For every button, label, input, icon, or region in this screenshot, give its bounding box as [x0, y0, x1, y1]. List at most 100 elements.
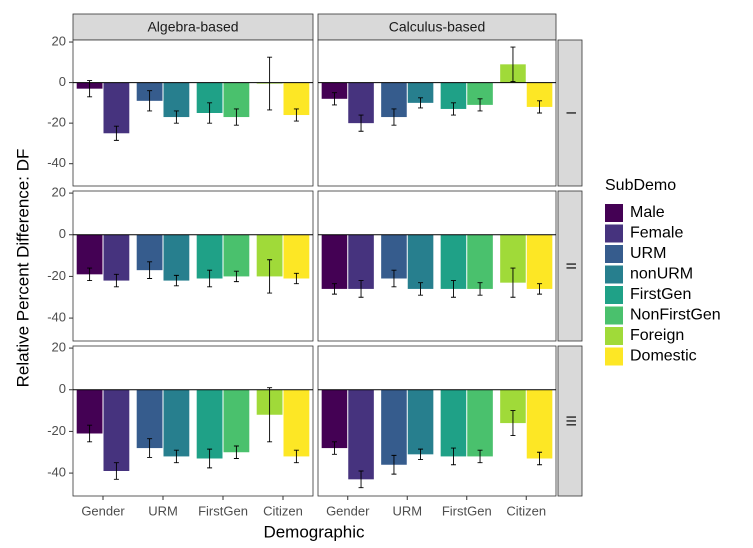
error-bar	[537, 451, 543, 466]
legend-label: Male	[630, 204, 665, 221]
bar	[526, 389, 553, 459]
bar	[407, 82, 434, 103]
error-bar	[147, 90, 153, 112]
legend-label: Foreign	[630, 327, 684, 344]
error-bar	[510, 46, 516, 83]
error-bar	[233, 270, 239, 283]
y-axis-label: Relative Percent Difference: DF	[13, 149, 32, 388]
error-bar	[293, 449, 299, 464]
legend-swatch	[605, 327, 623, 345]
x-tick-label: URM	[148, 503, 178, 518]
error-bar	[450, 102, 456, 116]
y-tick-label: 20	[52, 33, 66, 48]
x-tick-label: Citizen	[506, 503, 546, 518]
bar	[348, 234, 374, 289]
error-bar	[450, 280, 456, 298]
error-bar	[391, 269, 397, 288]
error-bar	[293, 272, 299, 285]
bar	[526, 234, 553, 289]
strip	[557, 39, 583, 187]
y-tick-label: 0	[59, 381, 66, 396]
strip	[317, 13, 557, 41]
bar	[321, 82, 348, 99]
error-bar	[418, 282, 424, 296]
strip-label: Algebra-based	[147, 19, 238, 35]
x-axis-label: Demographic	[263, 522, 365, 541]
bar	[223, 389, 250, 453]
error-bar	[358, 470, 364, 489]
bar	[283, 389, 310, 457]
error-bar	[113, 273, 119, 288]
error-bar	[537, 283, 543, 295]
error-bar	[477, 449, 483, 464]
error-bar	[358, 114, 364, 132]
strip	[72, 13, 314, 41]
legend-swatch	[605, 347, 623, 366]
legend-label: URM	[630, 245, 666, 262]
error-bar	[331, 92, 337, 106]
error-bar	[418, 97, 424, 109]
y-tick-label: -40	[47, 310, 66, 325]
bar	[321, 234, 348, 289]
error-bar	[87, 424, 93, 443]
error-bar	[87, 267, 93, 282]
x-tick-label: FirstGen	[198, 503, 248, 518]
bar	[467, 234, 493, 289]
legend-label: Female	[630, 225, 683, 242]
bar	[321, 389, 348, 449]
error-bar	[87, 80, 93, 98]
bar	[348, 389, 374, 480]
error-bar	[510, 410, 516, 437]
bar	[163, 234, 190, 281]
y-tick-label: -40	[47, 465, 66, 480]
bar	[407, 389, 434, 455]
legend-label: Domestic	[630, 348, 697, 365]
error-bar	[391, 108, 397, 126]
error-bar	[477, 282, 483, 296]
error-bar	[477, 98, 483, 112]
error-bar	[267, 259, 273, 294]
error-bar	[358, 280, 364, 298]
y-tick-label: 20	[52, 340, 66, 355]
strip-label: II	[563, 262, 579, 270]
error-bar	[450, 447, 456, 466]
strip-label: Calculus-based	[389, 19, 486, 35]
error-bar	[147, 438, 153, 458]
y-tick-label: 0	[59, 226, 66, 241]
bar	[381, 389, 407, 465]
legend-swatch	[605, 286, 623, 304]
error-bar	[537, 100, 543, 114]
error-bar	[173, 274, 179, 287]
error-bar	[233, 108, 239, 126]
legend-swatch	[605, 306, 623, 325]
bar	[103, 82, 130, 134]
error-bar	[267, 56, 273, 111]
legend-label: NonFirstGen	[630, 307, 721, 324]
x-tick-label: FirstGen	[442, 503, 492, 518]
error-bar	[207, 448, 213, 469]
y-tick-label: -20	[47, 268, 66, 283]
error-bar	[418, 448, 424, 460]
legend-swatch	[605, 204, 623, 222]
error-bar	[391, 454, 397, 475]
y-tick-label: -40	[47, 155, 66, 170]
bar	[440, 389, 467, 457]
error-bar	[267, 387, 273, 443]
y-tick-label: -20	[47, 423, 66, 438]
error-bar	[207, 102, 213, 124]
error-bar	[113, 125, 119, 141]
strip-label: III	[563, 415, 579, 427]
x-tick-label: URM	[392, 503, 422, 518]
error-bar	[331, 441, 337, 455]
y-tick-label: 0	[59, 74, 66, 89]
x-tick-label: Citizen	[263, 503, 303, 518]
strip	[557, 190, 583, 342]
strip-label: I	[563, 111, 579, 115]
bar	[407, 234, 434, 289]
bar	[467, 389, 493, 457]
error-bar	[510, 267, 516, 298]
bar	[163, 389, 190, 457]
y-tick-label: -20	[47, 115, 66, 130]
legend-swatch	[605, 265, 623, 284]
